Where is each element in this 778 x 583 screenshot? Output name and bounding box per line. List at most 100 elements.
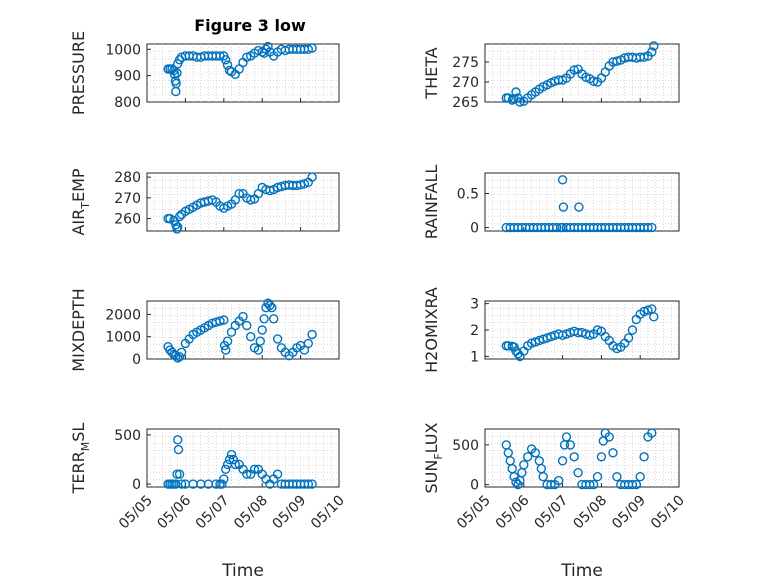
data-point xyxy=(249,464,260,474)
data-point xyxy=(649,41,659,51)
y-tick-label: 0 xyxy=(470,221,479,237)
data-point xyxy=(174,352,185,362)
y-tick-label: 265 xyxy=(452,95,479,111)
y-tick-label: 275 xyxy=(452,55,479,71)
data-point xyxy=(608,448,618,458)
data-point xyxy=(222,336,233,346)
data-point xyxy=(259,314,269,324)
data-point xyxy=(230,459,241,470)
subplot-rainfall: 0 0.5 RAINFALL xyxy=(422,165,680,240)
data-point xyxy=(224,454,235,465)
y-tick-label: 1 xyxy=(470,349,479,365)
subplot-h2omixra: 1 2 3 H2OMIXRA xyxy=(422,287,680,373)
x-tick-label: 05/08 xyxy=(231,493,271,533)
y-axis-label: SUNFLUX xyxy=(422,422,445,493)
data-point xyxy=(612,472,622,482)
data-point xyxy=(592,472,603,482)
data-point xyxy=(565,440,576,450)
data-point xyxy=(176,347,187,357)
x-tick-label: 05/08 xyxy=(570,493,610,533)
y-tick-label: 1000 xyxy=(105,42,141,58)
data-point xyxy=(647,47,657,57)
y-axis-label: H2OMIXRA xyxy=(422,287,441,373)
data-point xyxy=(643,222,653,233)
data-point xyxy=(272,334,283,344)
data-point xyxy=(219,315,229,325)
data-point xyxy=(554,475,564,486)
y-tick-label: 2000 xyxy=(105,307,141,323)
y-tick-label: 500 xyxy=(114,428,141,444)
data-point xyxy=(647,428,657,438)
data-point xyxy=(171,479,181,489)
x-tick-label: 05/07 xyxy=(532,493,572,533)
subplot-theta: 265 270 275 THETA xyxy=(422,41,680,111)
y-tick-label: 260 xyxy=(114,212,141,228)
data-point xyxy=(220,345,231,355)
data-point xyxy=(592,325,603,335)
data-point xyxy=(515,97,525,107)
data-point xyxy=(242,469,252,479)
data-point xyxy=(573,468,583,478)
data-point xyxy=(220,55,231,65)
y-tick-label: 2 xyxy=(470,323,479,339)
data-point xyxy=(557,456,568,466)
x-tick-label: 05/10 xyxy=(308,493,348,533)
data-point xyxy=(627,479,638,490)
data-point xyxy=(219,474,229,484)
data-point xyxy=(172,469,182,479)
data-point xyxy=(226,449,237,460)
data-point xyxy=(596,452,607,462)
y-axis-label: MIXDEPTH xyxy=(69,288,88,371)
data-point xyxy=(604,432,614,442)
data-point xyxy=(220,464,231,474)
data-point xyxy=(649,312,659,322)
data-point xyxy=(242,320,252,331)
x-axis-label: Time xyxy=(560,561,603,581)
data-point xyxy=(272,469,283,479)
x-tick-label: 05/10 xyxy=(648,493,688,533)
data-point xyxy=(503,341,513,351)
x-tick-label: 05/06 xyxy=(493,492,533,532)
x-axis-label: Time xyxy=(221,561,264,581)
y-tick-label: 1000 xyxy=(105,330,141,346)
data-point xyxy=(174,469,185,479)
data-point xyxy=(623,333,634,343)
data-point xyxy=(234,188,244,199)
data-point xyxy=(269,314,279,324)
data-point xyxy=(569,65,579,75)
y-axis-label: RAINFALL xyxy=(422,165,441,240)
data-point xyxy=(546,479,556,490)
data-point xyxy=(265,185,275,196)
data-point xyxy=(569,452,579,462)
data-point xyxy=(538,472,548,482)
y-axis-label: PRESSURE xyxy=(69,31,88,115)
data-point xyxy=(519,460,529,470)
x-tick-label: 05/09 xyxy=(609,493,649,533)
data-point xyxy=(176,479,187,489)
data-point xyxy=(631,479,641,490)
data-point xyxy=(558,202,569,212)
data-point xyxy=(263,41,273,52)
data-point xyxy=(511,87,521,97)
data-point xyxy=(172,222,183,232)
data-point xyxy=(253,345,264,355)
data-point xyxy=(257,325,267,335)
data-point xyxy=(245,195,256,205)
y-axis-label: TERRMSL xyxy=(69,423,92,495)
data-point xyxy=(228,454,239,465)
data-point xyxy=(635,472,645,482)
data-point xyxy=(172,68,182,78)
data-point xyxy=(612,56,622,66)
y-axis-label: THETA xyxy=(422,47,441,99)
data-point xyxy=(585,479,595,490)
subplot-pressure: 800 900 1000 PRESSURE xyxy=(69,31,340,115)
x-tick-label: 05/09 xyxy=(270,493,310,533)
data-point xyxy=(267,303,277,313)
data-point xyxy=(217,479,227,489)
data-point xyxy=(530,448,541,458)
data-point xyxy=(574,202,584,212)
x-tick-label: 05/05 xyxy=(116,493,156,533)
y-tick-label: 0 xyxy=(132,352,141,368)
